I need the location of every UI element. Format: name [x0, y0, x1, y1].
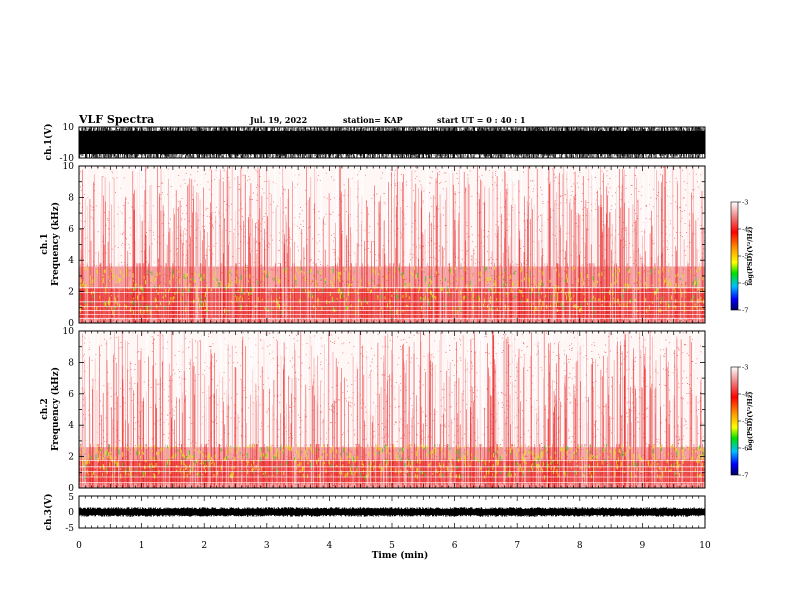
ch2-spectrogram-yticks: 0 2 4 6 8 10 [63, 327, 705, 494]
ch3-waveform-panel: 5 0 -5 ch.3(V) 0 1 2 3 4 5 6 7 8 9 10 Time (min) [43, 127, 711, 561]
freq-tick-label: 4 [68, 256, 74, 266]
time-tick-label: 2 [201, 541, 207, 551]
freq-tick-label: 10 [63, 162, 75, 172]
ch3-waveform-line [79, 507, 705, 517]
colorbar-tick-label: -3 [742, 364, 748, 372]
spectrogram-sferics [80, 166, 704, 323]
freq-tick-label: 0 [68, 319, 74, 329]
colorbar-tick-label: -4 [742, 391, 748, 399]
ch1-ytick-bottom: -10 [60, 154, 75, 164]
ch2-frequency-ylabel: Frequency (kHz) [50, 367, 61, 451]
ch3-waveform-ylabel: ch.3(V) [43, 494, 54, 531]
start-time-label: start UT = 0 : 40 : 1 [437, 115, 526, 125]
time-tick-label: 3 [264, 541, 270, 551]
ch3-ytick-middle: 0 [68, 508, 74, 518]
ch1-channel-label: ch.1 [40, 233, 50, 254]
freq-tick-label: 8 [68, 193, 74, 203]
ch1-colorbar-label: log(PSD)(V²/Hz) [746, 227, 754, 286]
spectrogram-speckle [79, 166, 705, 323]
colorbar-tick-label: -6 [742, 280, 748, 288]
freq-tick-label: 8 [68, 358, 74, 368]
ch2-colorbar: -3 -4 -5 -6 -7 log(PSD)(V²/Hz) [730, 364, 754, 480]
freq-tick-label: 0 [68, 484, 74, 494]
date-label: Jul. 19, 2022 [250, 115, 308, 125]
ch3-ytick-top: 5 [68, 493, 74, 503]
ch2-spectrogram-panel: 0 2 4 6 8 10 ch.2 Frequency (kHz) [40, 327, 706, 494]
ch1-waveform-panel: 10 -10 ch.1(V) [43, 123, 706, 164]
colorbar-tick-label: -4 [742, 226, 748, 234]
ch1-spectrogram-image [79, 166, 705, 323]
colorbar-tick-label: -3 [742, 199, 748, 207]
spectrogram-yellow-power [80, 444, 705, 480]
freq-tick-label: 10 [63, 327, 75, 337]
freq-tick-label: 4 [68, 421, 74, 431]
time-tick-label: 8 [577, 541, 583, 551]
ch2-colorbar-gradient [730, 366, 739, 476]
ch1-colorbar-gradient [730, 201, 739, 311]
ch3-waveform-trace [79, 507, 705, 517]
ch2-spectrogram-image [79, 331, 705, 488]
freq-tick-label: 6 [68, 390, 74, 400]
time-axis-label: Time (min) [372, 550, 429, 561]
time-tick-label: 6 [452, 541, 458, 551]
figure-title: VLF Spectra [79, 113, 155, 126]
ch1-waveform-line [79, 127, 705, 158]
ch2-colorbar-label: log(PSD)(V²/Hz) [746, 392, 754, 451]
ch2-channel-label: ch.2 [40, 398, 50, 419]
time-tick-label: 1 [139, 541, 145, 551]
ch1-ytick-top: 10 [63, 123, 75, 133]
ch1-waveform-trace [79, 127, 705, 158]
time-tick-label: 7 [514, 541, 520, 551]
ch2-colorbar-ticks: -3 -4 -5 -6 -7 [738, 364, 748, 480]
ch1-waveform-ylabel: ch.1(V) [43, 124, 54, 161]
time-tick-label: 5 [389, 541, 395, 551]
freq-tick-label: 6 [68, 225, 74, 235]
colorbar-tick-label: -5 [742, 253, 748, 261]
time-tick-label: 9 [640, 541, 646, 551]
colorbar-tick-label: -6 [742, 445, 748, 453]
station-label: station= KAP [343, 115, 403, 125]
colorbar-tick-label: -7 [742, 307, 748, 315]
ch1-colorbar-ticks: -3 -4 -5 -6 -7 [738, 199, 748, 315]
time-tick-label: 10 [699, 541, 711, 551]
colorbar-tick-label: -5 [742, 418, 748, 426]
freq-tick-label: 2 [68, 453, 74, 463]
ch1-frequency-ylabel: Frequency (kHz) [50, 202, 61, 286]
freq-tick-label: 2 [68, 288, 74, 298]
ch1-colorbar: -3 -4 -5 -6 -7 log(PSD)(V²/Hz) [730, 199, 754, 315]
time-tick-label: 0 [76, 541, 82, 551]
time-tick-label: 4 [327, 541, 333, 551]
colorbar-tick-label: -7 [742, 472, 748, 480]
spectrogram-gaps [79, 331, 704, 444]
ch1-spectrogram-panel: 0 2 4 6 8 10 ch.1 Frequency (kHz) [40, 162, 706, 329]
ch3-ytick-bottom: -5 [65, 524, 74, 534]
time-axis-ticks: 0 1 2 3 4 5 6 7 8 9 10 [76, 127, 711, 551]
spectrogram-gaps [86, 166, 701, 264]
ch1-spectrogram-yticks: 0 2 4 6 8 10 [63, 162, 705, 329]
